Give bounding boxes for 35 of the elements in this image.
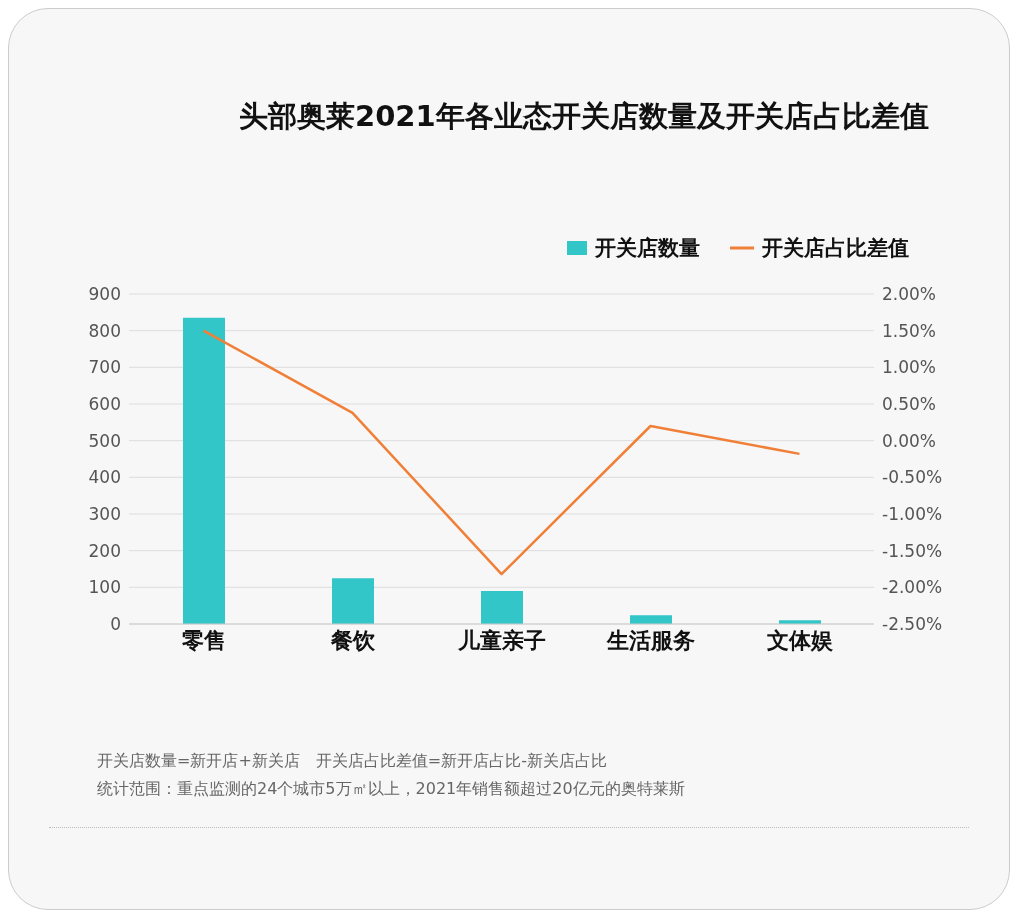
x-tick-label: 文体娱 xyxy=(765,627,834,653)
y-tick-label: 0 xyxy=(110,614,121,635)
bar xyxy=(183,317,225,624)
y-tick-label: 500 xyxy=(88,430,121,451)
y2-tick-label: -1.50% xyxy=(882,540,943,561)
y-tick-label: 900 xyxy=(88,284,121,305)
chart-title: 头部奥莱2021年各业态开关店数量及开关店占比差值 xyxy=(239,98,929,135)
text: 统计范围：重点监测的24个城市5万㎡以上，2021年销售额超过20亿元的奥特莱斯 xyxy=(97,778,685,800)
legend-label: 开关店占比差值 xyxy=(762,235,909,262)
x-tick-label: 零售 xyxy=(181,627,226,653)
y-tick-label: 300 xyxy=(88,504,121,525)
y2-tick-label: 1.00% xyxy=(882,357,937,378)
y2-tick-label: 0.00% xyxy=(882,430,937,451)
line-series xyxy=(202,329,801,576)
y-tick-label: 700 xyxy=(88,357,121,378)
x-tick-label: 生活服务 xyxy=(605,627,695,653)
y2-tick-label: 2.00% xyxy=(882,284,937,305)
y-tick-label: 400 xyxy=(88,467,121,488)
x-tick-label: 儿童亲子 xyxy=(456,627,546,653)
y2-tick-label: 0.50% xyxy=(882,394,937,415)
y2-tick-label: -2.50% xyxy=(882,614,943,635)
y-tick-label: 600 xyxy=(88,394,121,415)
y-tick-label: 800 xyxy=(88,320,121,341)
bar xyxy=(481,591,523,624)
y-tick-label: 200 xyxy=(88,540,121,561)
y-tick-label: 100 xyxy=(88,577,121,598)
bar xyxy=(630,615,672,624)
text: 开关店数量=新开店+新关店 开关店占比差值=新开店占比-新关店占比 xyxy=(97,750,608,772)
y2-tick-label: 1.50% xyxy=(882,320,937,341)
bar xyxy=(332,578,374,624)
legend-label: 开关店数量 xyxy=(595,235,700,262)
x-tick-label: 餐饮 xyxy=(329,627,376,653)
y2-tick-label: -1.00% xyxy=(882,504,943,525)
y2-tick-label: -2.00% xyxy=(882,577,943,598)
y2-tick-label: -0.50% xyxy=(882,467,943,488)
